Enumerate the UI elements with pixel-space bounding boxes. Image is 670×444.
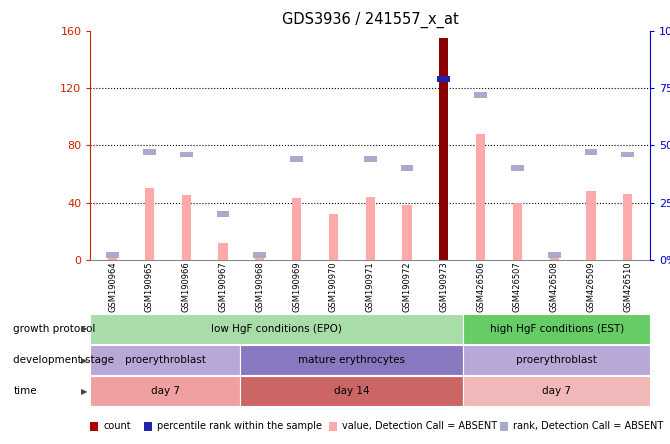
Bar [253, 252, 266, 258]
Text: ▶: ▶ [80, 325, 87, 333]
Bar [623, 194, 632, 260]
Bar [549, 255, 559, 260]
Bar [255, 258, 265, 260]
Bar [216, 211, 229, 217]
Bar [511, 166, 524, 171]
Text: growth protocol: growth protocol [13, 324, 96, 334]
Bar [586, 191, 596, 260]
Bar [476, 134, 485, 260]
Bar [401, 166, 413, 171]
Bar [290, 156, 303, 162]
Bar [621, 152, 634, 158]
Bar [106, 252, 119, 258]
Bar [548, 252, 561, 258]
Bar [440, 38, 448, 260]
Bar [143, 150, 156, 155]
Bar [329, 214, 338, 260]
Bar [182, 195, 191, 260]
Bar [180, 152, 192, 158]
Bar [584, 150, 598, 155]
Text: mature erythrocytes: mature erythrocytes [298, 355, 405, 365]
Text: time: time [13, 386, 37, 396]
Bar [292, 198, 301, 260]
Text: rank, Detection Call = ABSENT: rank, Detection Call = ABSENT [513, 421, 663, 431]
Bar [145, 188, 154, 260]
Text: day 7: day 7 [151, 386, 180, 396]
Text: ▶: ▶ [80, 356, 87, 365]
Text: proerythroblast: proerythroblast [125, 355, 206, 365]
Bar [218, 242, 228, 260]
Bar [513, 202, 522, 260]
Bar [108, 258, 117, 260]
Bar [364, 156, 377, 162]
Text: count: count [103, 421, 131, 431]
Text: development stage: development stage [13, 355, 115, 365]
Text: proerythroblast: proerythroblast [516, 355, 597, 365]
Text: ▶: ▶ [80, 387, 87, 396]
Text: percentile rank within the sample: percentile rank within the sample [157, 421, 322, 431]
Title: GDS3936 / 241557_x_at: GDS3936 / 241557_x_at [282, 12, 458, 28]
Text: high HgF conditions (EST): high HgF conditions (EST) [490, 324, 624, 334]
Bar [403, 206, 411, 260]
Text: low HgF conditions (EPO): low HgF conditions (EPO) [212, 324, 342, 334]
Text: value, Detection Call = ABSENT: value, Detection Call = ABSENT [342, 421, 497, 431]
Bar [366, 197, 375, 260]
Text: day 7: day 7 [542, 386, 571, 396]
Bar [474, 92, 487, 98]
Text: day 14: day 14 [334, 386, 369, 396]
Bar [438, 76, 450, 82]
